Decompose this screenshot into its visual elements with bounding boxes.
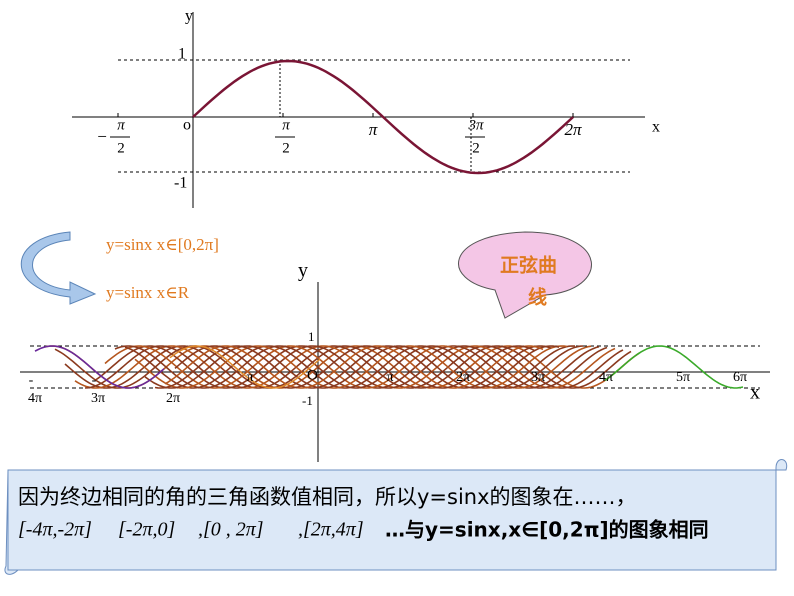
y-max-label: 1	[308, 329, 315, 344]
sine-wave	[84, 345, 608, 389]
x-tick-label: 2π	[456, 370, 470, 385]
x-tick-label: 4π	[599, 370, 613, 385]
scroll-line: 因为终边相同的角的三角函数值相同，所以y=sinx的图象在……，	[18, 485, 637, 509]
x-tick-denominator: 2	[472, 140, 480, 156]
sine-wave	[604, 345, 744, 389]
x-tick-sign: -	[92, 373, 97, 388]
x-tick-numerator: π	[117, 117, 125, 133]
sine-waves	[34, 345, 744, 389]
sine-wave	[94, 345, 600, 389]
curved-arrow	[20, 231, 97, 305]
bubble-text: 正弦曲	[500, 254, 557, 277]
x-tick-label: 4π	[28, 391, 42, 406]
y-min-label: -1	[174, 175, 187, 192]
y-axis-label: y	[298, 260, 308, 282]
x-tick-label: π	[246, 370, 253, 385]
x-tick-label: 2π	[166, 391, 180, 406]
x-tick-label: 5π	[676, 370, 690, 385]
sine-wave	[154, 345, 552, 389]
sine-wave	[124, 345, 576, 389]
x-tick-denominator: 2	[282, 140, 290, 156]
sine-wave	[104, 345, 592, 389]
bubble-text: 线	[528, 286, 547, 309]
sine-wave	[169, 345, 321, 389]
sine-wave	[164, 345, 544, 389]
x-axis-label: x	[750, 382, 760, 404]
x-tick-label: 3π	[91, 391, 105, 406]
y-min-label: -1	[302, 393, 313, 408]
sine-wave	[174, 345, 536, 389]
x-tick-label: 3π	[531, 370, 545, 385]
sine-wave	[64, 345, 624, 389]
interval: ,[0 , 2π]	[198, 519, 264, 541]
scroll-body	[7, 469, 777, 571]
x-tick-numerator: π	[282, 117, 290, 133]
x-tick-numerator: 3π	[467, 117, 484, 133]
label-real: y=sinx x∈R	[106, 283, 190, 302]
speech-bubble	[458, 231, 592, 319]
y-axis-label: y	[185, 8, 193, 25]
x-tick-label: π	[386, 370, 393, 385]
origin-label: o	[183, 117, 191, 134]
interval: [-2π,0]	[118, 519, 175, 541]
interval: ,[2π,4π]	[298, 519, 364, 541]
x-tick-sign: −	[97, 127, 107, 146]
x-axis-label: x	[652, 119, 660, 136]
interval: [-4π,-2π]	[18, 519, 92, 541]
x-tick-label: 6π	[733, 370, 747, 385]
scroll-tail: …与y=sinx,x∈[0,2π]的图象相同	[385, 518, 709, 542]
y-max-label: 1	[178, 46, 186, 63]
sine-wave	[34, 345, 165, 389]
x-tick-sign: -	[29, 373, 34, 388]
x-tick-label: 2π	[564, 120, 582, 139]
x-tick-denominator: 2	[117, 140, 125, 156]
sine-wave	[144, 345, 560, 389]
label-interval: y=sinx x∈[0,2π]	[106, 235, 219, 254]
sine-wave	[134, 345, 568, 389]
origin-label: O	[307, 367, 318, 383]
scroll-line: [-4π,-2π] [-2π,0] ,[0 , 2π] ,[2π,4π] …与y=sin…	[18, 518, 709, 542]
sine-curve	[192, 59, 574, 175]
x-tick-label: π	[369, 120, 378, 139]
